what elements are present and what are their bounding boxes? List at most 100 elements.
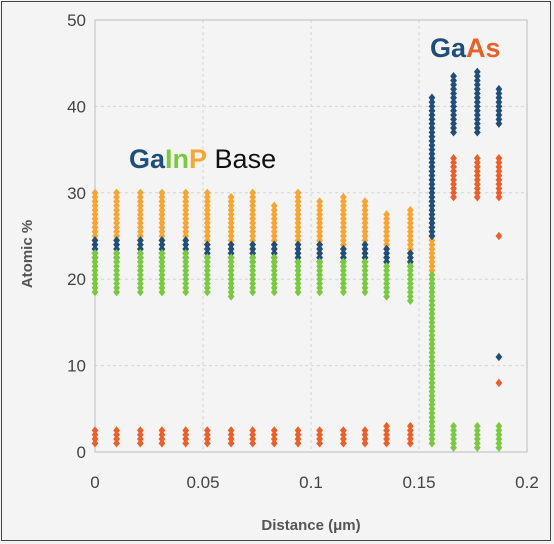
point-s3-c14 <box>406 434 414 444</box>
point-s1-c18 <box>495 89 503 98</box>
point-s0-c2 <box>136 231 144 241</box>
point-s1-c17 <box>473 71 481 81</box>
point-s0-c4 <box>182 197 190 206</box>
point-s2-c2 <box>136 279 144 288</box>
point-s0-c10 <box>316 197 324 206</box>
point-s0-c7 <box>249 227 257 236</box>
point-s0-c2 <box>136 227 144 236</box>
point-s3-c12 <box>361 439 369 448</box>
point-s0-c8 <box>270 210 278 219</box>
point-s1-c11 <box>340 253 347 262</box>
point-s1-c15 <box>428 197 436 206</box>
point-s2-c15 <box>428 383 436 392</box>
point-s1-c12 <box>361 240 369 249</box>
point-s0-c1 <box>113 231 120 241</box>
point-s2-c17 <box>473 443 481 452</box>
point-s2-c6 <box>227 253 235 262</box>
point-s2-c8 <box>270 275 278 284</box>
point-s0-c1 <box>113 197 120 206</box>
point-s1-c5 <box>203 240 211 249</box>
point-s2-c4 <box>182 279 190 288</box>
point-s3-c9 <box>294 426 302 435</box>
point-s2-c5 <box>203 283 211 293</box>
point-s1-c16 <box>450 110 457 120</box>
point-s2-c4 <box>182 253 190 262</box>
point-s3-c15 <box>450 192 457 202</box>
point-s1-c15 <box>428 115 436 124</box>
point-s3-c8 <box>270 439 278 448</box>
point-s2-c8 <box>270 279 278 288</box>
point-s2-c1 <box>113 287 120 297</box>
point-s2-c9 <box>294 266 302 275</box>
point-s3-c12 <box>361 430 369 439</box>
point-s1-c15 <box>428 210 436 219</box>
point-s2-c2 <box>136 262 144 271</box>
point-s2-c1 <box>113 279 120 288</box>
point-s2-c15 <box>428 296 436 305</box>
point-s0-c4 <box>182 223 190 232</box>
point-s3-c0 <box>91 434 99 444</box>
point-s0-c13 <box>383 214 390 223</box>
point-s2-c15 <box>428 339 436 349</box>
point-s1-c15 <box>428 110 436 120</box>
point-s1-c18 <box>495 93 503 102</box>
point-s0-c15 <box>428 253 436 262</box>
point-s3-c17 <box>495 192 503 202</box>
point-s0-c3 <box>158 210 166 219</box>
point-s3-c15 <box>450 162 457 172</box>
point-s2-c2 <box>136 287 144 297</box>
point-s1-c15 <box>428 141 436 150</box>
point-s3-c8 <box>270 434 278 444</box>
point-s2-c11 <box>340 270 347 280</box>
point-s2-c9 <box>294 279 302 288</box>
point-s0-c7 <box>249 201 257 210</box>
point-s3-c5 <box>203 430 211 439</box>
point-s0-c9 <box>294 231 302 241</box>
point-s3-c7 <box>249 426 257 435</box>
point-s2-c15 <box>428 430 436 439</box>
point-s3-c15 <box>450 175 457 185</box>
point-s1-c10 <box>316 244 324 254</box>
point-s3-c16 <box>473 179 481 189</box>
point-s0-c6 <box>227 201 235 210</box>
point-s3-c10 <box>316 439 324 448</box>
point-s3-c4 <box>182 434 190 444</box>
point-s3-c17 <box>495 154 503 163</box>
ann-gainp-part-3: Base <box>207 144 276 174</box>
point-s3-c17 <box>495 171 503 180</box>
point-s2-c15 <box>428 408 436 418</box>
point-s3-c16 <box>473 184 481 193</box>
point-s2-c10 <box>316 257 324 267</box>
point-s0-c2 <box>136 192 144 202</box>
point-s3-c4 <box>182 439 190 448</box>
point-s2-c13 <box>383 262 390 271</box>
point-s2-c2 <box>136 266 144 275</box>
point-s2-c9 <box>294 287 302 297</box>
point-s3-c17 <box>495 188 503 197</box>
point-s2-c15 <box>428 426 436 435</box>
point-s2-c3 <box>158 283 166 293</box>
point-s1-c15 <box>428 132 436 141</box>
point-s3-c2 <box>136 426 144 435</box>
point-s1-c17 <box>473 115 481 124</box>
point-s2-c0 <box>91 266 99 275</box>
point-s2-c13 <box>383 287 390 297</box>
point-s3-c13 <box>383 430 390 439</box>
point-s2-c7 <box>249 275 257 284</box>
point-s1-c16 <box>450 128 457 137</box>
point-s0-c0 <box>91 227 99 236</box>
point-s0-c6 <box>227 236 235 245</box>
point-s1-c13 <box>383 249 390 258</box>
x-axis-label: Distance (μm) <box>261 517 360 534</box>
point-s2-c15 <box>428 292 436 301</box>
point-s0-c11 <box>340 231 347 241</box>
point-s1-c15 <box>428 184 436 193</box>
point-s3-c4 <box>182 426 190 435</box>
point-s2-c15 <box>428 395 436 405</box>
point-s0-c3 <box>158 201 166 210</box>
point-s0-c1 <box>113 218 120 228</box>
point-s2-c17 <box>473 426 481 435</box>
point-s0-c5 <box>203 231 211 241</box>
point-s2-c15 <box>428 352 436 362</box>
